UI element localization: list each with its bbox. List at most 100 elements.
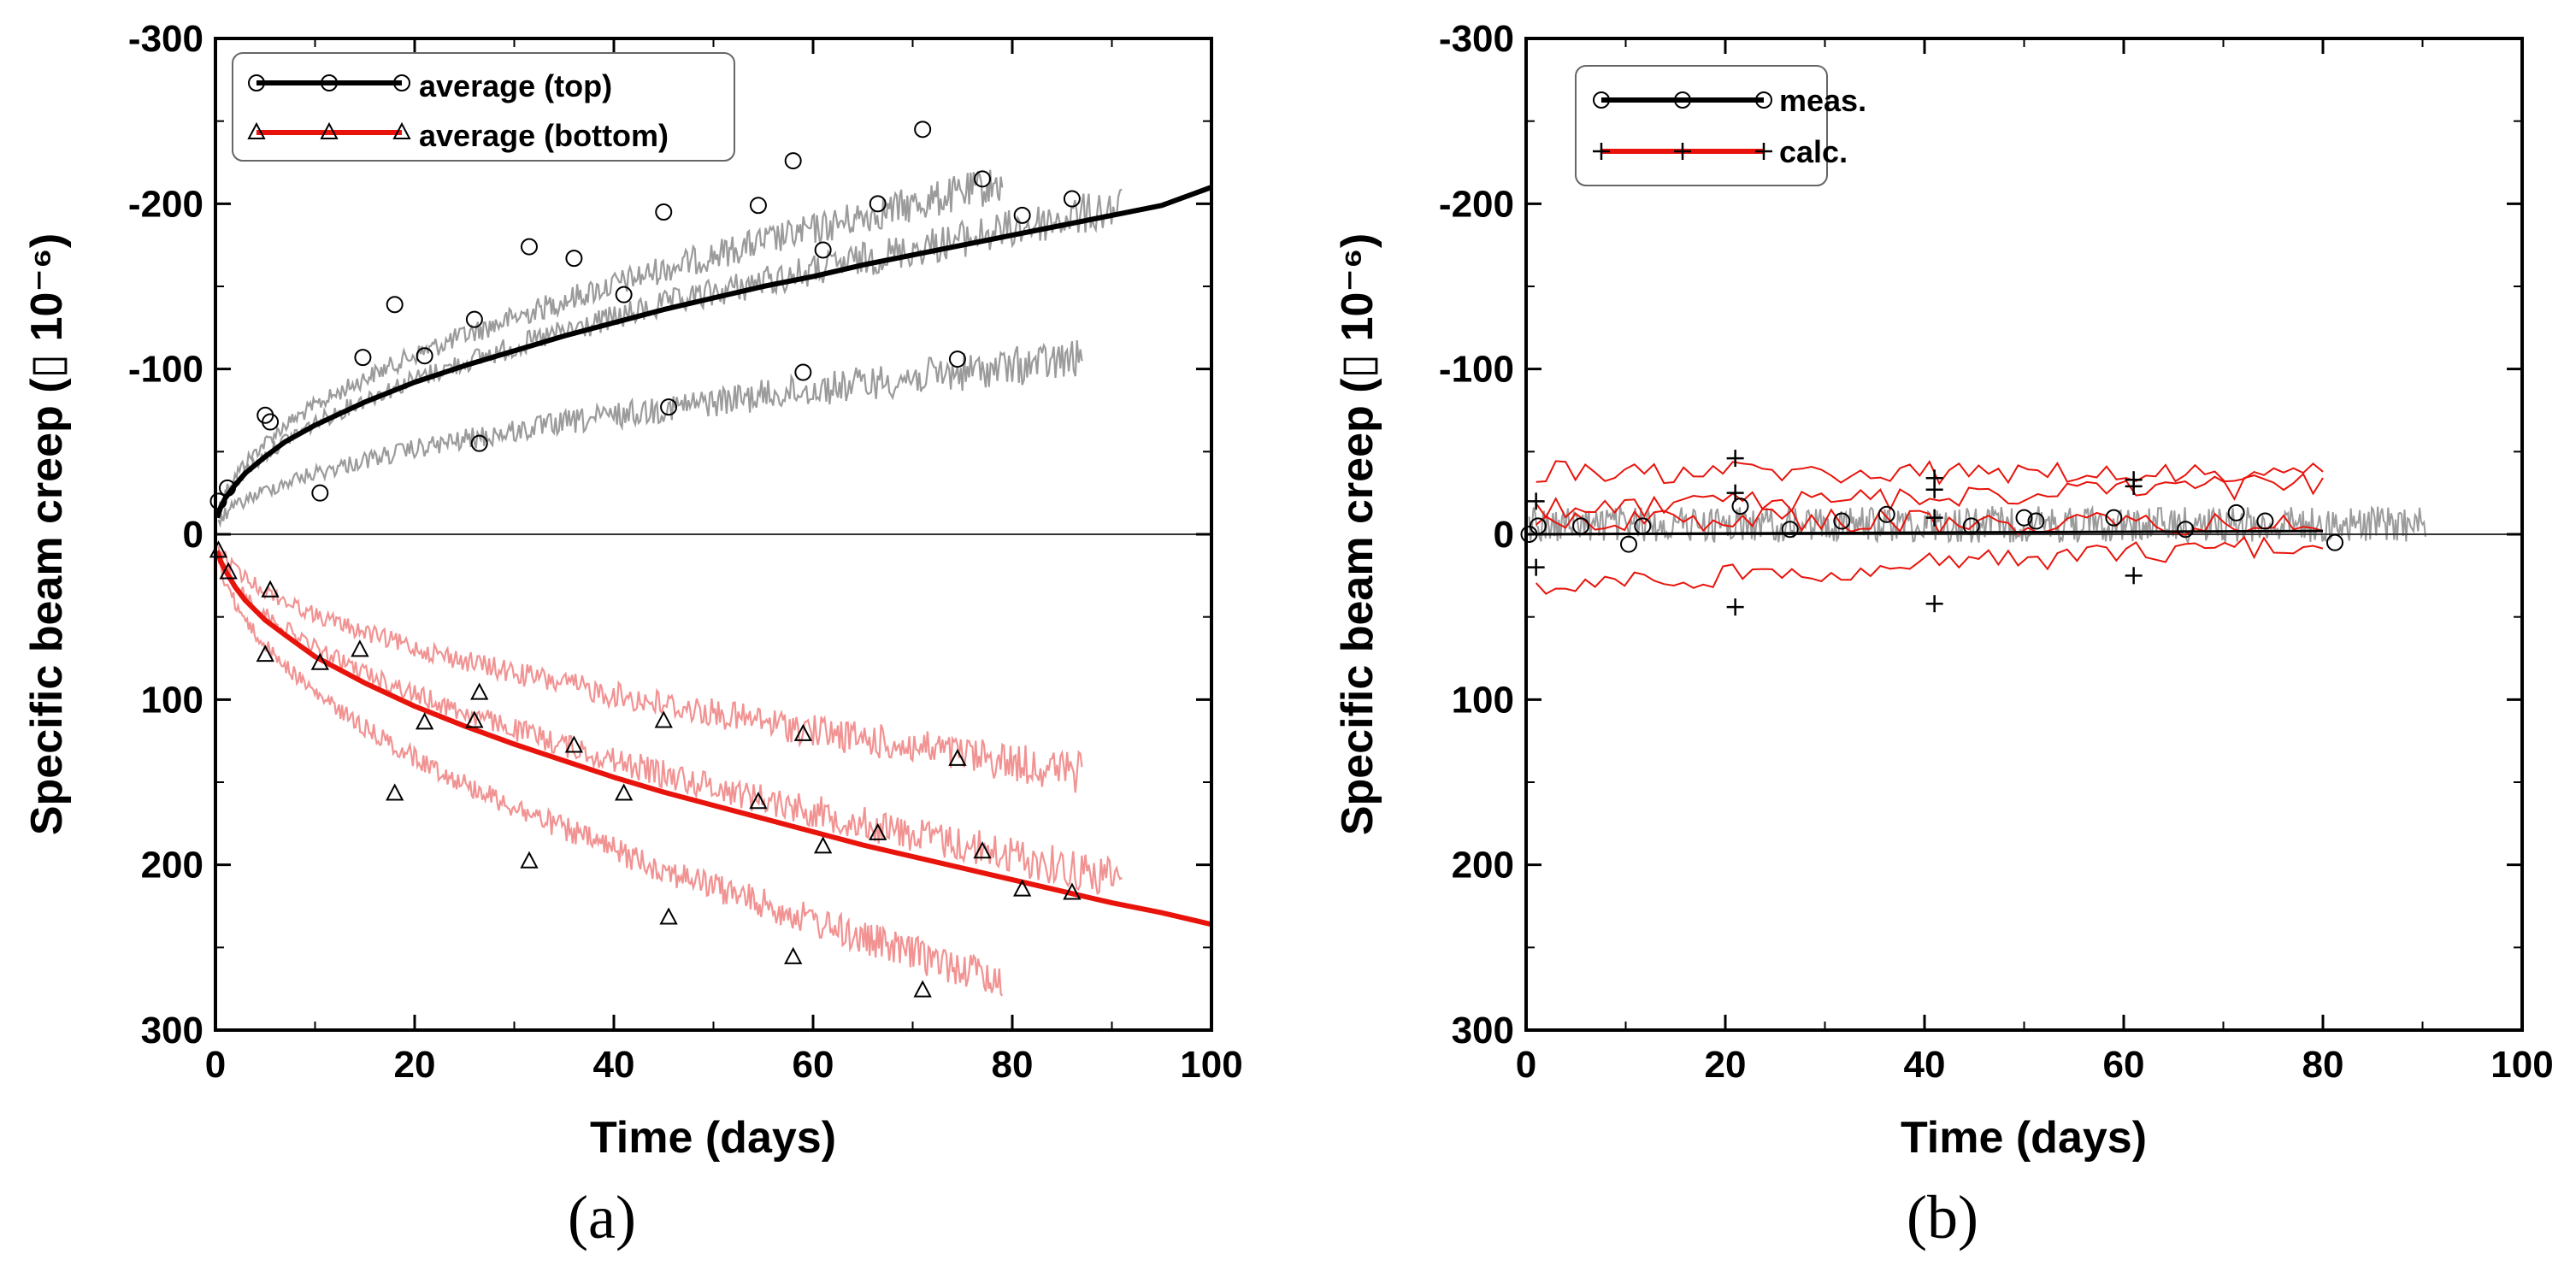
average-bottom-marker <box>749 792 768 810</box>
average-bottom-marker <box>1012 879 1032 897</box>
x-tick-label: 20 <box>394 1044 436 1086</box>
legend-label-meas: meas. <box>1779 83 1866 118</box>
panel-b-markers <box>1520 450 2343 616</box>
y-tick-label: 300 <box>141 1010 203 1051</box>
average-bottom-marker <box>659 907 678 925</box>
average-bottom-marker <box>256 644 274 663</box>
average-top-marker <box>749 197 767 215</box>
x-tick-label: 60 <box>793 1044 834 1086</box>
calc-marker <box>1925 480 1943 498</box>
y-tick-label: 300 <box>1452 1010 1514 1051</box>
average-top-marker <box>914 121 932 138</box>
average-top-marker <box>520 238 538 256</box>
meas-marker <box>2256 512 2274 530</box>
meas-marker <box>1619 535 1637 553</box>
average-top-marker <box>465 310 483 328</box>
average-bottom-marker <box>310 652 329 670</box>
panel-b-fit-curves <box>1528 459 2324 595</box>
panel-a-axes: 0 20 40 60 80 100 -300 -200 -100 0 100 200 300 <box>128 18 1243 1086</box>
x-tick-label: 100 <box>1180 1044 1242 1086</box>
y-tick-label: 100 <box>141 679 203 721</box>
y-tick-label: -200 <box>128 183 203 225</box>
average-top-marker <box>1063 190 1081 208</box>
average-top-marker <box>354 349 372 367</box>
calc-trace-0 <box>1536 459 2324 486</box>
average-bottom-marker <box>614 783 634 801</box>
legend-label-average-bottom: average (bottom) <box>419 118 669 153</box>
calc-marker <box>1527 558 1545 576</box>
average-bottom-marker <box>470 682 489 700</box>
x-tick-label: 60 <box>2103 1044 2145 1086</box>
average-bottom-marker <box>386 783 404 801</box>
y-tick-label: 200 <box>141 845 203 886</box>
average-bottom-marker <box>973 841 992 859</box>
raw-trace-average-top-0 <box>217 169 1004 514</box>
average-bottom-marker <box>948 748 967 766</box>
panel-a: 0 20 40 60 80 100 -300 -200 -100 0 100 200 300 Time … <box>22 18 1243 1252</box>
panel-a-label: (a) <box>568 1183 636 1252</box>
panel-b-label: (b) <box>1907 1183 1978 1252</box>
average-top-marker <box>386 296 404 314</box>
calc-marker <box>1726 450 1744 468</box>
x-tick-label: 100 <box>2491 1044 2553 1086</box>
legend-swatch-average-bottom <box>247 121 411 139</box>
y-tick-label: 0 <box>183 514 203 556</box>
average-top-marker <box>794 363 812 381</box>
meas-marker <box>1962 517 1980 535</box>
meas-marker <box>1833 512 1851 530</box>
meas-marker <box>2325 533 2343 551</box>
meas-marker <box>1634 517 1652 535</box>
meas-marker <box>1877 505 1895 523</box>
panel-a-markers <box>209 121 1082 998</box>
average-top-marker <box>655 203 673 221</box>
average-top-marker <box>262 413 280 431</box>
legend-marker <box>320 121 339 139</box>
average-top-marker <box>869 195 887 213</box>
legend-marker <box>1593 91 1610 109</box>
average-bottom-marker <box>219 562 238 580</box>
x-tick-label: 20 <box>1705 1044 1747 1086</box>
meas-average-line <box>1528 529 2324 536</box>
panel-b-axes: 0 20 40 60 80 100 -300 -200 -100 0 100 200 300 <box>1439 18 2554 1086</box>
y-tick-label: -300 <box>128 18 203 60</box>
average-top-marker <box>814 241 832 259</box>
panel-a-legend: average (top) average (bottom) <box>232 52 735 162</box>
calc-marker <box>2125 477 2143 495</box>
average-bottom-marker <box>1063 882 1082 900</box>
meas-marker <box>2015 509 2033 527</box>
average-top-marker <box>470 434 488 452</box>
y-tick-label: -200 <box>1439 183 1514 225</box>
y-tick-label: 0 <box>1494 514 1514 556</box>
average-bottom-marker <box>869 822 887 840</box>
average-bottom-marker <box>654 710 673 728</box>
legend-marker <box>392 121 411 139</box>
y-tick-label: 200 <box>1452 845 1514 886</box>
legend-marker <box>1674 91 1691 109</box>
legend-marker <box>1593 143 1610 160</box>
raw-trace-meas <box>1528 504 2426 545</box>
average-top-marker <box>974 170 992 188</box>
average-top-marker <box>565 250 583 268</box>
calc-marker <box>1925 509 1943 527</box>
average-bottom-marker <box>913 980 932 998</box>
meas-marker <box>2227 504 2245 521</box>
x-tick-label: 40 <box>593 1044 635 1086</box>
panel-b-raw-data-traces <box>1528 504 2426 545</box>
legend-swatch-calc <box>1593 143 1772 160</box>
average-bottom-marker <box>793 723 813 741</box>
fit-curve-average-top <box>215 185 1211 519</box>
y-tick-label: 100 <box>1452 679 1514 721</box>
average-top-marker <box>784 152 802 170</box>
average-top-marker <box>218 479 236 497</box>
calc-marker <box>1925 595 1943 613</box>
average-top-marker <box>209 492 227 510</box>
legend-marker <box>1755 143 1772 160</box>
average-bottom-marker <box>564 735 584 753</box>
average-top-marker <box>1013 206 1031 224</box>
calc-marker <box>1726 484 1744 502</box>
meas-marker <box>2105 509 2123 527</box>
panel-a-y-axis-title: Specific beam creep (▯ 10⁻⁶) <box>22 233 72 835</box>
y-tick-label: -100 <box>128 349 203 391</box>
legend-marker <box>1674 143 1691 160</box>
